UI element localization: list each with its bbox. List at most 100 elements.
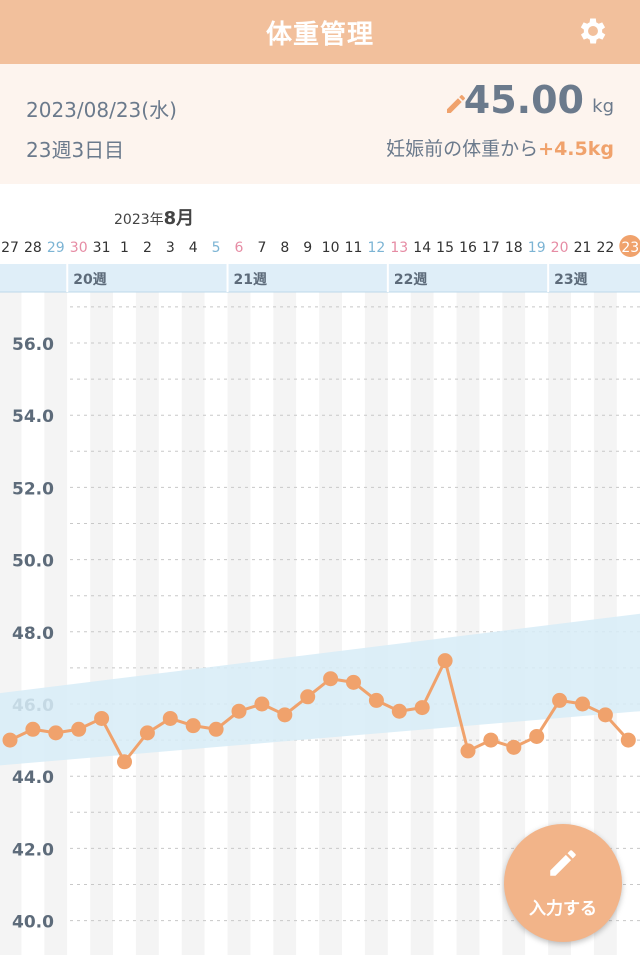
y-tick-label: 42.0 — [12, 840, 54, 860]
day-label: 14 — [413, 240, 431, 256]
day-label: 15 — [436, 240, 454, 256]
day-column — [21, 292, 45, 955]
weight-point — [529, 728, 545, 744]
y-tick-label: 44.0 — [12, 768, 54, 788]
pencil-icon — [550, 850, 576, 876]
day-label: 29 — [47, 240, 65, 256]
day-column — [433, 292, 457, 955]
day-column — [525, 292, 549, 955]
weight-point — [277, 707, 293, 723]
week-label: 23週 — [554, 272, 587, 288]
day-column — [113, 292, 136, 955]
day-label: 17 — [482, 240, 500, 256]
weight-point — [414, 700, 430, 716]
weight-point — [483, 732, 499, 748]
difference-value: +4.5kg — [538, 138, 614, 160]
month-label: 2023年8月 — [114, 204, 194, 230]
weight-point — [300, 689, 316, 705]
year-text: 2023年 — [114, 212, 164, 228]
weight-point — [323, 671, 339, 687]
week-band — [0, 264, 640, 292]
day-column — [90, 292, 114, 955]
day-column — [296, 292, 320, 955]
week-label: 21週 — [234, 272, 267, 288]
weight-summary: 2023/08/23(水) 23週3日目 45.00 kg 妊娠前の体重から+4… — [0, 64, 640, 184]
weight-line — [9, 659, 630, 764]
recommended-range-band — [0, 613, 640, 766]
weight-point — [620, 732, 636, 748]
weight-point — [231, 703, 247, 719]
day-column — [135, 292, 159, 955]
page-title: 体重管理 — [265, 19, 374, 50]
day-label: 13 — [390, 240, 408, 256]
weight-point — [552, 692, 568, 708]
day-column — [273, 292, 297, 955]
day-column — [342, 292, 365, 955]
day-label: 23 — [621, 240, 639, 256]
weight-point — [185, 718, 201, 734]
current-date: 2023/08/23(水) — [26, 98, 177, 122]
weight-point — [391, 703, 407, 719]
input-button[interactable]: 入力する — [504, 824, 622, 942]
day-label: 2 — [143, 240, 152, 256]
day-column — [364, 292, 388, 955]
today-marker — [619, 235, 640, 257]
weight-point — [117, 754, 132, 770]
input-button-label: 入力する — [529, 899, 597, 919]
day-label: 7 — [257, 240, 266, 256]
weight-point — [71, 721, 87, 737]
day-label: 20 — [551, 240, 569, 256]
weight-value[interactable]: 45.00 — [463, 78, 584, 122]
day-label: 1 — [120, 240, 129, 256]
day-column — [387, 292, 411, 955]
day-label: 12 — [367, 240, 385, 256]
y-tick-label: 48.0 — [12, 624, 54, 644]
day-column — [250, 292, 274, 955]
weight-point — [254, 696, 270, 712]
weight-difference: 妊娠前の体重から+4.5kg — [386, 134, 614, 161]
weight-point — [48, 725, 64, 741]
app-header: 体重管理 — [0, 0, 640, 64]
day-column — [204, 292, 228, 955]
gear-icon[interactable] — [576, 14, 610, 48]
y-tick-label: 56.0 — [12, 335, 54, 355]
weight-point — [94, 710, 110, 726]
day-label: 16 — [459, 240, 477, 256]
day-column — [456, 292, 480, 955]
day-label: 8 — [280, 240, 289, 256]
day-column — [319, 292, 343, 955]
y-tick-label: 54.0 — [12, 407, 54, 427]
weight-point — [2, 732, 18, 748]
day-label: 22 — [596, 240, 614, 256]
weight-point — [346, 674, 361, 690]
y-tick-label: 40.0 — [12, 913, 54, 933]
day-label: 21 — [574, 240, 592, 256]
day-label: 3 — [166, 240, 175, 256]
day-column — [548, 292, 572, 955]
day-column — [67, 292, 91, 955]
day-column — [502, 292, 526, 955]
day-column — [0, 292, 22, 955]
day-label: 10 — [322, 240, 340, 256]
pregnancy-week: 23週3日目 — [26, 138, 125, 162]
day-column — [158, 292, 182, 955]
month-text: 8月 — [163, 208, 195, 229]
day-column — [479, 292, 503, 955]
weight-point — [139, 725, 155, 741]
day-label: 30 — [70, 240, 88, 256]
weight-point — [575, 696, 590, 712]
day-label: 11 — [345, 240, 363, 256]
day-label: 31 — [93, 240, 111, 256]
day-label: 4 — [189, 240, 198, 256]
week-label: 20週 — [73, 272, 106, 288]
day-label: 28 — [24, 240, 42, 256]
day-column — [410, 292, 434, 955]
day-column — [181, 292, 205, 955]
day-label: 27 — [1, 240, 19, 256]
weight-point — [208, 721, 224, 737]
week-label: 22週 — [394, 272, 427, 288]
pencil-icon[interactable] — [444, 92, 468, 116]
day-column — [44, 292, 68, 955]
weight-point — [368, 692, 384, 708]
